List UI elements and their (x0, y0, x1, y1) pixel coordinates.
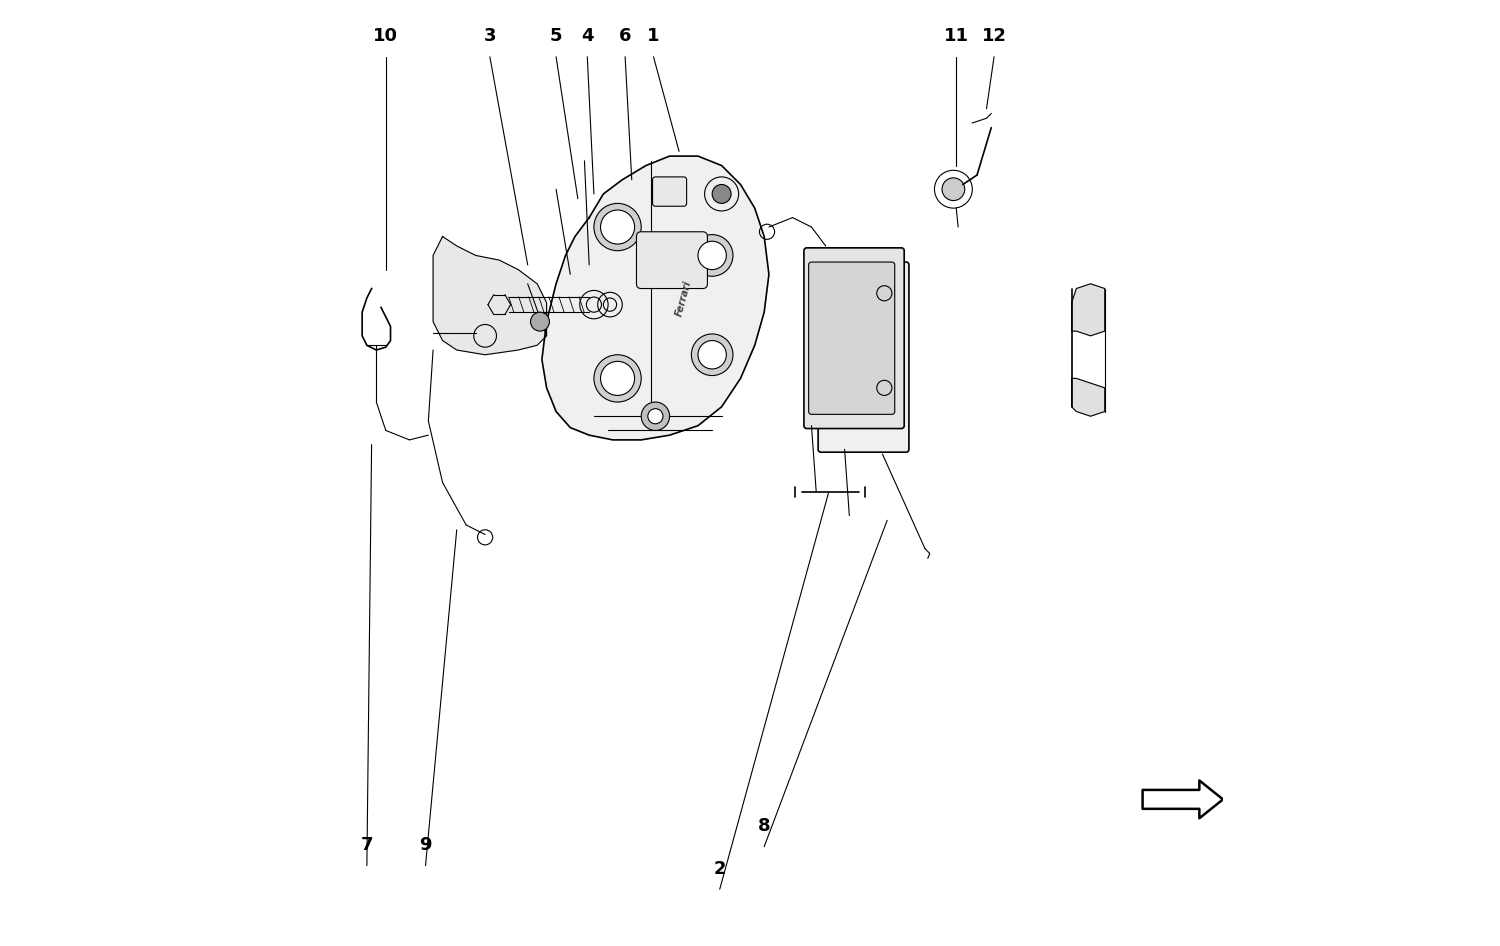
Circle shape (692, 334, 734, 376)
Polygon shape (433, 236, 546, 355)
Circle shape (698, 341, 726, 369)
Text: 5: 5 (550, 27, 562, 45)
Text: 9: 9 (420, 836, 432, 854)
Circle shape (594, 203, 640, 251)
Circle shape (698, 241, 726, 270)
Circle shape (600, 210, 634, 244)
Circle shape (640, 402, 669, 430)
FancyBboxPatch shape (636, 232, 708, 289)
Text: 12: 12 (981, 27, 1006, 45)
Text: 7: 7 (360, 836, 374, 854)
Text: 11: 11 (944, 27, 969, 45)
Text: 4: 4 (580, 27, 594, 45)
Circle shape (600, 361, 634, 395)
Circle shape (942, 178, 964, 201)
Polygon shape (1143, 780, 1222, 818)
Text: 3: 3 (483, 27, 496, 45)
Circle shape (692, 235, 734, 276)
Circle shape (648, 409, 663, 424)
FancyBboxPatch shape (808, 262, 894, 414)
FancyBboxPatch shape (818, 262, 909, 452)
Text: 1: 1 (648, 27, 660, 45)
Text: Ferrari: Ferrari (674, 279, 693, 317)
Text: 8: 8 (758, 817, 771, 835)
Circle shape (531, 312, 549, 331)
Text: 2: 2 (714, 860, 726, 878)
FancyBboxPatch shape (652, 177, 687, 206)
Text: 6: 6 (620, 27, 632, 45)
Circle shape (594, 355, 640, 402)
Polygon shape (542, 156, 770, 440)
Circle shape (712, 184, 730, 203)
Polygon shape (1071, 284, 1104, 336)
Text: 10: 10 (374, 27, 399, 45)
FancyBboxPatch shape (804, 248, 904, 429)
Polygon shape (1071, 378, 1104, 416)
